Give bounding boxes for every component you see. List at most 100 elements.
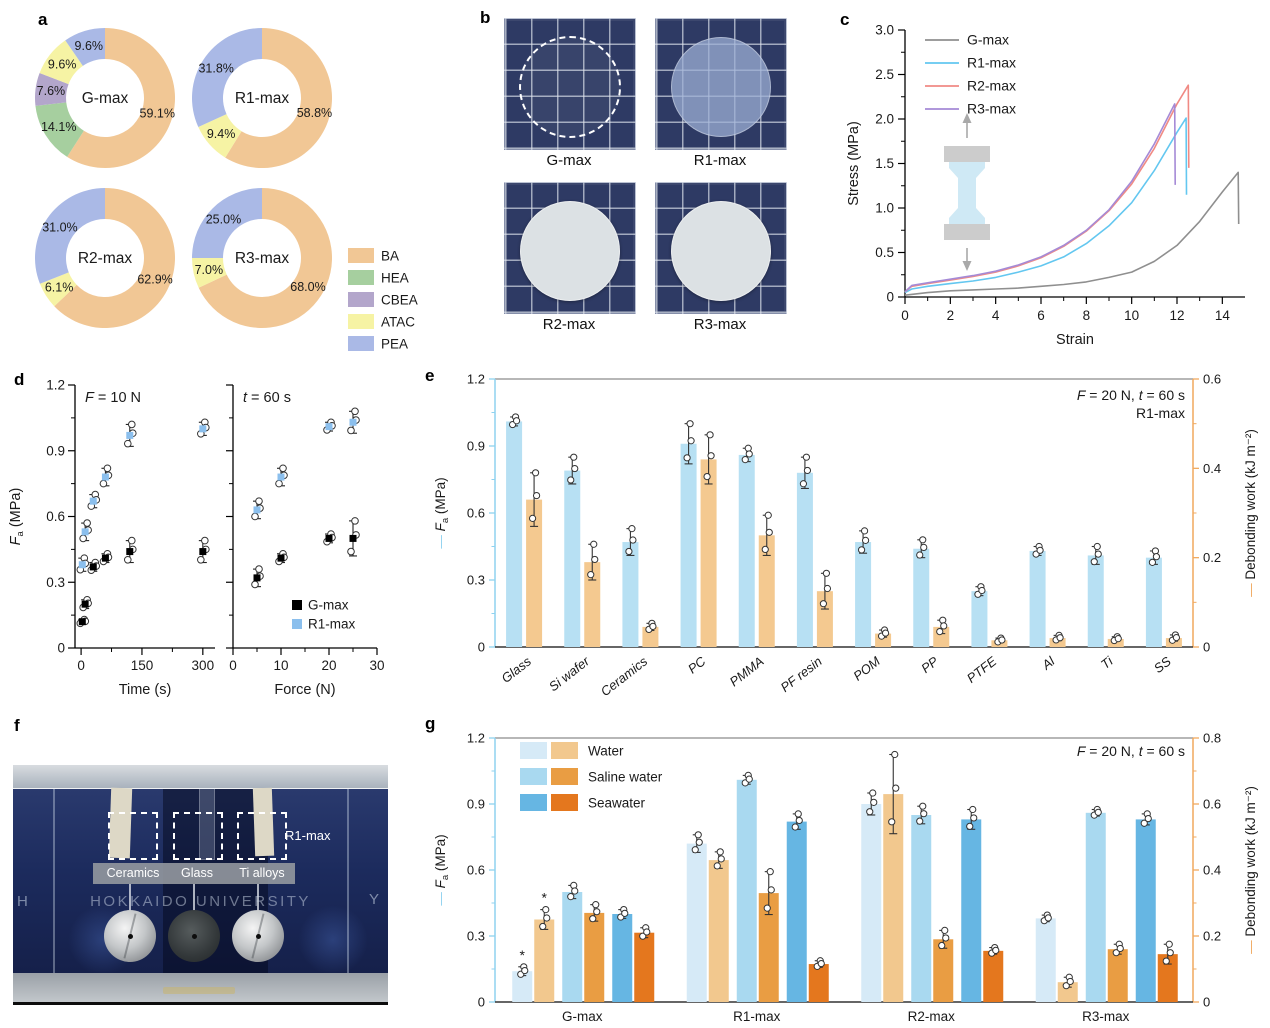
bar-dw-G-max-Seawater bbox=[634, 932, 655, 1002]
panel-c-stress-strain: c 0 0.5 1.0 1.5 2.0 2.5 3.0 0 2 4 6 8 10 12 14 Strain St… bbox=[840, 8, 1270, 360]
stress-strain-chart: 0 0.5 1.0 1.5 2.0 2.5 3.0 0 2 4 6 8 10 12 14 Strain Stre… bbox=[846, 23, 1245, 348]
sample-photo-label: R2-max bbox=[542, 316, 596, 333]
panel-a-composition: a 59.1% 14.1% 7.6% 9.6% 9.6% G-max 58.8% 9.4% 31… bbox=[10, 8, 450, 360]
replicate-point bbox=[201, 536, 209, 545]
y-tick-label: 2.0 bbox=[875, 112, 894, 127]
specimen-body bbox=[949, 162, 985, 224]
replicate-point bbox=[1166, 949, 1174, 957]
weight-disc bbox=[232, 910, 284, 962]
replicate-point bbox=[79, 534, 87, 543]
replicate-point bbox=[938, 941, 946, 950]
donut-slice-CBEA bbox=[35, 73, 69, 106]
x-axis-title: Time (s) bbox=[119, 682, 172, 698]
replicate-point bbox=[1066, 977, 1074, 986]
donut-slice-label: 31.0% bbox=[42, 220, 77, 234]
right-tick-label: 0.2 bbox=[1203, 550, 1221, 565]
underwater-adhesion-photo: R1-max Ceramics Glass Ti alloys HOKKAIDO… bbox=[13, 765, 388, 1005]
replicate-point bbox=[621, 909, 629, 917]
replicate-point bbox=[969, 805, 977, 814]
substrate-label-ti-alloys: Ti alloys bbox=[239, 866, 285, 880]
mean-marker-R1-max bbox=[349, 418, 357, 426]
donut-slice-label: 9.4% bbox=[207, 127, 236, 141]
replicate-point bbox=[543, 914, 551, 922]
y-tick-label: 1.5 bbox=[875, 156, 894, 171]
sample-disc-R3-max bbox=[671, 200, 771, 301]
replicate-point bbox=[764, 511, 772, 519]
category-label-PC: PC bbox=[685, 653, 709, 676]
y-tick-label: 0.3 bbox=[46, 575, 65, 590]
right-tick-label: 0.4 bbox=[1203, 863, 1221, 878]
right-tick-label: 0.8 bbox=[1203, 731, 1221, 746]
panel-label-a: a bbox=[38, 10, 48, 29]
sample-photo-label: R1-max bbox=[693, 152, 747, 169]
replicate-point bbox=[643, 928, 651, 936]
replicate-point bbox=[1172, 633, 1181, 642]
y-tick-label: 0 bbox=[886, 290, 894, 305]
y-axis-title: Stress (MPa) bbox=[846, 121, 862, 206]
sample-photo-R2-max bbox=[504, 182, 636, 314]
replicate-point bbox=[860, 527, 869, 535]
donut-slice-ATAC bbox=[39, 272, 77, 307]
x-tick-label: 20 bbox=[321, 658, 336, 673]
left-tick-label: 0.6 bbox=[467, 863, 485, 878]
replicate-point bbox=[1036, 546, 1044, 554]
y-tick-label: 0.6 bbox=[46, 509, 65, 524]
tank-top-frame bbox=[13, 765, 388, 789]
replicate-point bbox=[587, 571, 595, 579]
replicate-point bbox=[127, 536, 136, 545]
legend-label-BA: BA bbox=[381, 249, 399, 264]
category-label-SS: SS bbox=[1151, 653, 1174, 676]
mean-marker-G-max bbox=[277, 554, 285, 562]
replicate-point bbox=[766, 868, 774, 876]
donut-slice-label: 25.0% bbox=[206, 212, 241, 226]
replicate-point bbox=[978, 586, 986, 595]
replicate-point bbox=[347, 547, 355, 556]
replicate-point bbox=[628, 525, 636, 533]
panel-f-underwater-photo: f R1-max Ceramics Glass Ti alloys HOKKAI… bbox=[0, 708, 430, 1028]
bar-fa-POM bbox=[855, 542, 872, 647]
bar-fa-G-max-Seawater bbox=[612, 914, 633, 1002]
donut-center-label: G-max bbox=[82, 90, 129, 107]
panel-label-e: e bbox=[425, 366, 435, 385]
replicate-point bbox=[802, 453, 811, 461]
legend-swatch-R1-max bbox=[292, 619, 302, 629]
bar-fa-Ti bbox=[1087, 555, 1104, 647]
mean-marker-R1-max bbox=[277, 473, 285, 481]
dashed-highlight-box bbox=[173, 812, 223, 860]
replicate-point bbox=[1162, 957, 1170, 965]
watermark-text: HOKKAIDO UNIVERSITY bbox=[90, 893, 311, 910]
donut-slice-BA bbox=[67, 28, 175, 168]
replicate-point bbox=[1094, 550, 1102, 558]
condition-annotation: F = 20 N, t = 60 s bbox=[1077, 743, 1185, 759]
replicate-point bbox=[1148, 558, 1157, 566]
specimen-clamp bbox=[944, 146, 990, 162]
sample-photo-label: R3-max bbox=[693, 316, 747, 333]
legend-swatch-HEA bbox=[348, 270, 374, 285]
replicate-point bbox=[936, 627, 944, 636]
legend-label-ATAC: ATAC bbox=[381, 315, 415, 330]
mean-marker-G-max bbox=[126, 548, 134, 556]
replicate-point bbox=[1140, 819, 1148, 827]
replicate-point bbox=[970, 814, 978, 822]
dashed-highlight-box bbox=[108, 812, 158, 860]
mean-marker-R1-max bbox=[89, 497, 97, 505]
replicate-point bbox=[683, 454, 691, 462]
bar-fa-Si wafer bbox=[564, 470, 581, 647]
y-tick-label: 0.5 bbox=[875, 245, 894, 260]
sample-disc-G-max bbox=[519, 35, 621, 138]
x-tick-label: 150 bbox=[131, 658, 154, 673]
mean-marker-G-max bbox=[81, 600, 89, 608]
donut-center-label: R3-max bbox=[235, 250, 290, 267]
scatter-subplot-Force (N): 0 10 20 30 t = 60 s Force (N) bbox=[226, 384, 385, 698]
category-label-PTFE: PTFE bbox=[964, 653, 1000, 685]
legend-swatch-fa-Saline water bbox=[520, 768, 547, 785]
donut-slice-label: 31.8% bbox=[198, 62, 233, 76]
replicate-point bbox=[703, 472, 711, 481]
stress-strain-curve-R1-max bbox=[904, 117, 1188, 294]
replicate-point bbox=[567, 893, 575, 901]
x-tick-label: 8 bbox=[1083, 308, 1091, 323]
weight-disc bbox=[104, 910, 156, 962]
replicate-point bbox=[767, 886, 775, 894]
replicate-point bbox=[765, 528, 773, 536]
replicate-point bbox=[251, 512, 259, 521]
